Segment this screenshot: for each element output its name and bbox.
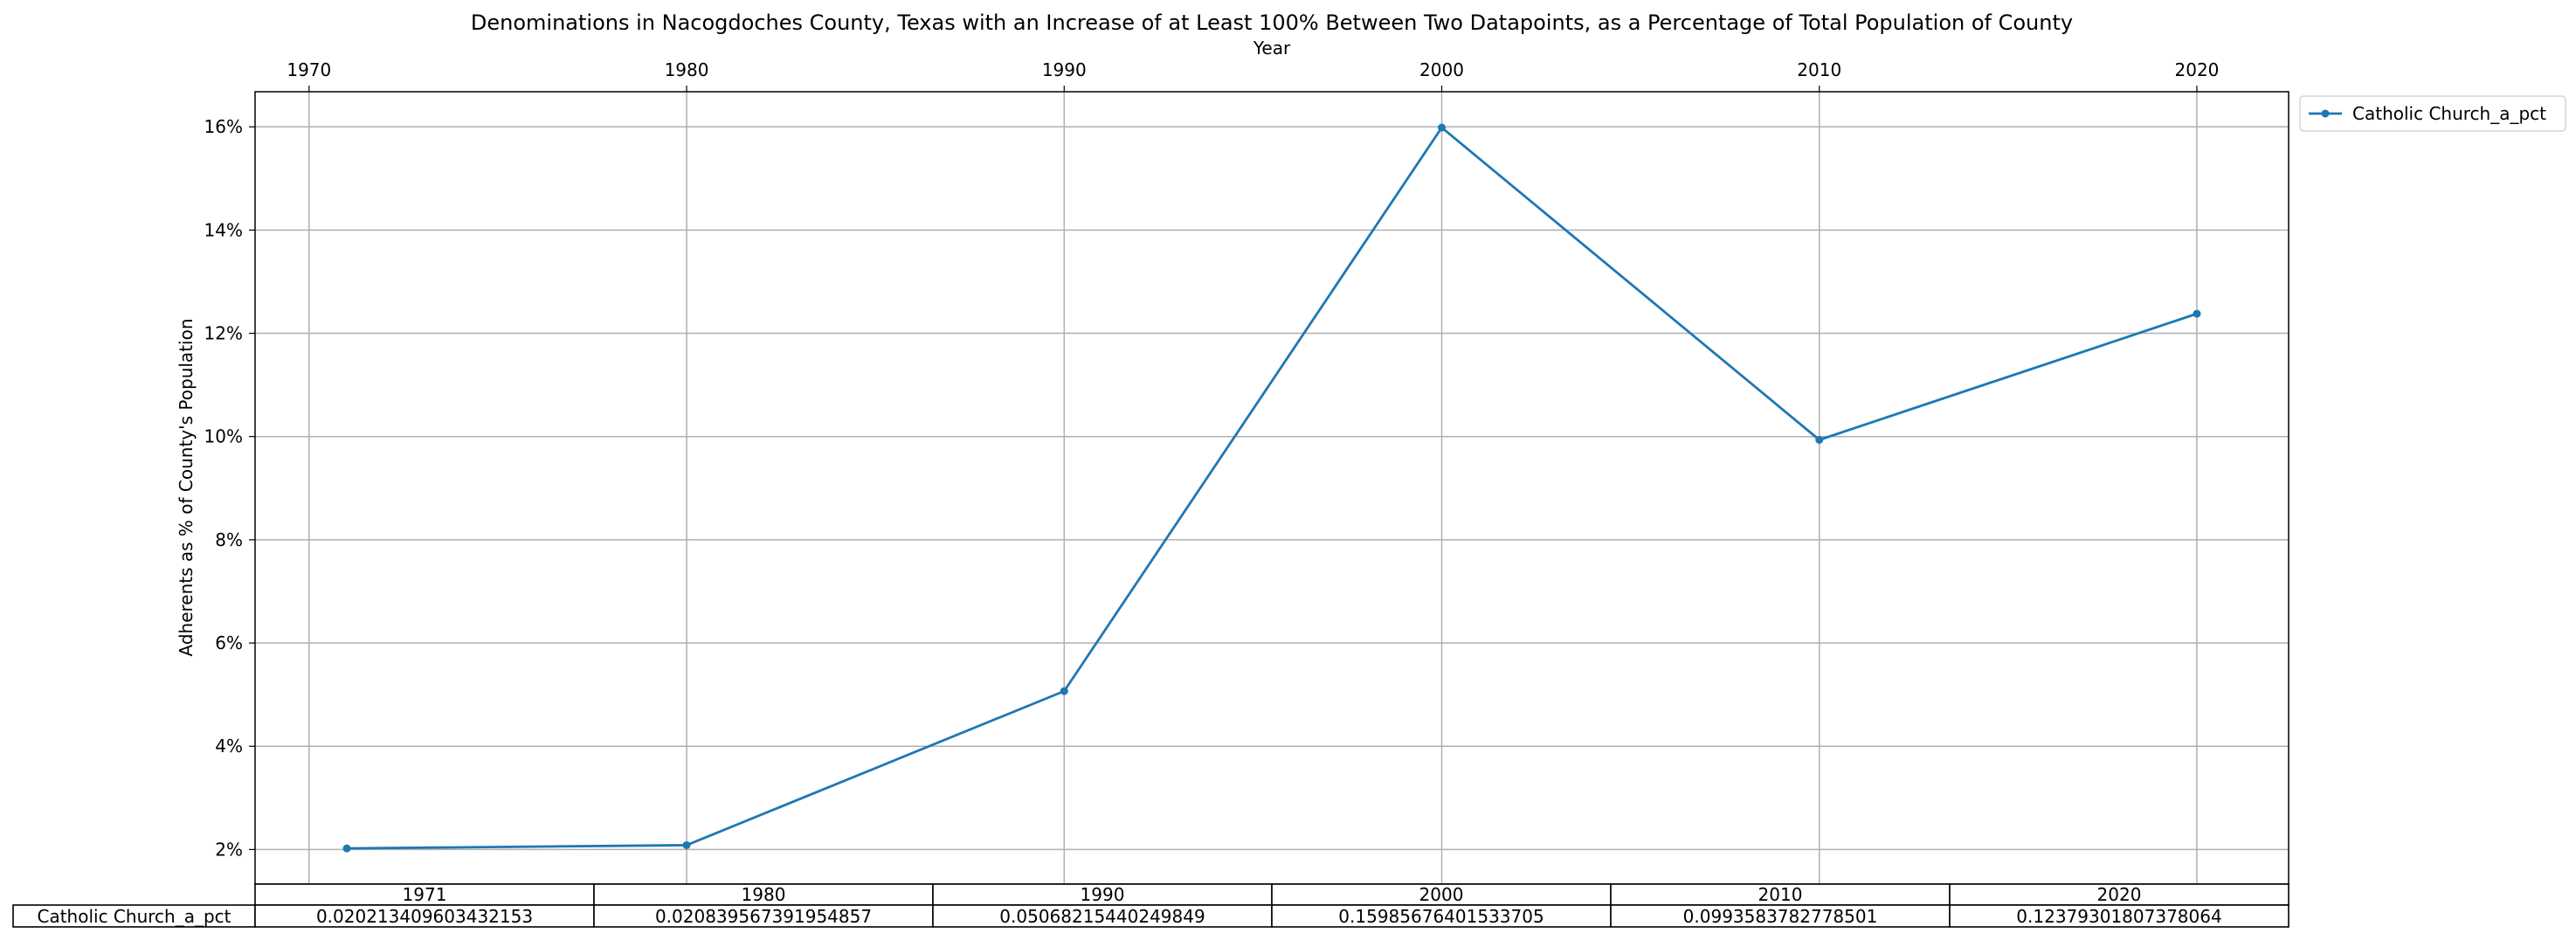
table-col-label: 2010: [1758, 884, 1803, 905]
y-tick-label: 8%: [215, 529, 243, 550]
y-tick-label: 16%: [204, 116, 243, 137]
table-cell: [1271, 904, 1612, 928]
y-tick-label: 6%: [215, 632, 243, 653]
table-cell-value: 0.020213409603432153: [316, 906, 533, 927]
table-cell-value: 0.020839567391954857: [655, 906, 872, 927]
data-point: [682, 840, 691, 849]
legend: Catholic Church_a_pct: [2299, 95, 2566, 132]
table-cell-value: 0.12379301807378064: [2016, 906, 2221, 927]
x-tick-label: 2010: [1797, 59, 1841, 80]
table-cell-value: 0.05068215440249849: [999, 906, 1205, 927]
table-cell: [254, 904, 595, 928]
data-point: [2193, 309, 2201, 318]
x-tick-label: 2000: [1419, 59, 1464, 80]
table-cell: [1949, 904, 2289, 928]
legend-entry: Catholic Church_a_pct: [2352, 103, 2546, 124]
series-line: [347, 126, 2198, 850]
y-tick-label: 10%: [204, 426, 243, 447]
y-axis-label: Adherents as % of County's Population: [176, 318, 197, 656]
legend-marker: [2321, 109, 2330, 118]
table-cell-value: 0.15985676401533705: [1338, 906, 1544, 927]
y-tick-label: 4%: [215, 736, 243, 757]
x-tick-label: 1970: [287, 59, 331, 80]
table-col-label: 1990: [1081, 884, 1125, 905]
table-col-label: 1971: [403, 884, 447, 905]
table-header-cell: [254, 883, 595, 906]
table-header-cell: [1271, 883, 1612, 906]
table-cell-value: 0.0993583782778501: [1683, 906, 1878, 927]
y-tick-label: 12%: [204, 323, 243, 344]
data-table: 1971 1980 1990 2000 2010 2020 Catholic Church_…: [12, 883, 2289, 928]
y-tick-label: 2%: [215, 839, 243, 860]
table-col-label: 2020: [2097, 884, 2142, 905]
x-tick-label: 1990: [1042, 59, 1087, 80]
table-col-label: 2000: [1419, 884, 1464, 905]
legend-box: [2299, 95, 2566, 132]
data-point: [1060, 687, 1068, 695]
data-point: [342, 844, 351, 853]
table-row-label: Catholic Church_a_pct: [37, 906, 231, 927]
data-point: [1438, 123, 1447, 132]
table-header-cell: [1949, 883, 2289, 906]
y-tick-label: 14%: [204, 219, 243, 240]
series-layer: [342, 123, 2201, 853]
chart-title: Denominations in Nacogdoches County, Tex…: [471, 10, 2073, 35]
table-row-label-cell: [12, 904, 256, 928]
x-tick-label: 2020: [2175, 59, 2220, 80]
x-axis-label: Year: [1253, 38, 1291, 59]
table-header-cell: [593, 883, 934, 906]
table-col-label: 1980: [742, 884, 786, 905]
table-cell: [1610, 904, 1951, 928]
x-tick-label: 1980: [665, 59, 709, 80]
grid-lines: [255, 92, 2289, 884]
axis-ticks: 1970 1980 1990 2000 2010 2020 2% 4% 6% 8% 10% 12% 14…: [204, 59, 2220, 860]
plot-area-frame: [254, 91, 2289, 885]
data-point: [1815, 435, 1824, 444]
